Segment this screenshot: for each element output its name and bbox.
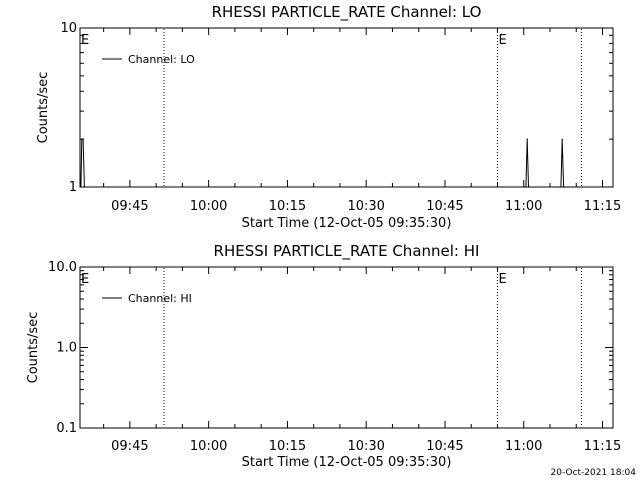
x-tick-label: 09:45 (111, 439, 148, 454)
event-marker-label: E (81, 272, 89, 287)
data-point (80, 186, 82, 188)
footer-timestamp: 20-Oct-2021 18:04 (551, 468, 637, 478)
event-marker-label: E (81, 33, 89, 48)
x-tick-label: 10:45 (426, 439, 463, 454)
x-tick-label: 11:15 (584, 439, 621, 454)
x-tick-label: 10:00 (190, 439, 227, 454)
data-point (81, 138, 83, 140)
x-tick-label: 11:00 (505, 199, 542, 214)
x-tick-label: 11:15 (584, 199, 621, 214)
x-tick-label: 10:30 (347, 439, 384, 454)
plot-frame (79, 27, 614, 188)
data-point (562, 186, 565, 188)
data-point (560, 186, 562, 188)
x-tick-label: 10:00 (190, 199, 227, 214)
data-point (564, 186, 566, 188)
x-tick-label: 11:00 (505, 439, 542, 454)
chart-panel-0: RHESSI PARTICLE_RATE Channel: LO Start Ti… (36, 3, 621, 231)
legend-label: Channel: HI (128, 292, 192, 305)
y-axis-label: Counts/sec (26, 312, 41, 384)
data-point (83, 186, 85, 188)
chart-title: RHESSI PARTICLE_RATE Channel: LO (212, 3, 482, 22)
y-tick-label: 1 (69, 180, 77, 195)
y-tick-label: 10.0 (48, 260, 77, 275)
x-tick-label: 09:45 (111, 199, 148, 214)
x-tick-label: 10:15 (269, 199, 306, 214)
data-point (561, 138, 563, 140)
x-axis-label: Start Time (12-Oct-05 09:35:30) (242, 216, 452, 231)
data-point (82, 138, 84, 140)
data-point (559, 186, 561, 188)
data-point (529, 186, 531, 188)
data-point (526, 138, 528, 140)
data-series-line (80, 138, 565, 188)
data-point (524, 186, 526, 188)
data-point (79, 186, 81, 188)
y-tick-label: 0.1 (56, 421, 77, 436)
y-tick-label: 10 (60, 21, 77, 36)
y-axis-label: Counts/sec (36, 72, 51, 144)
event-marker-label: E (498, 272, 506, 287)
x-tick-label: 10:15 (269, 439, 306, 454)
x-tick-label: 10:45 (426, 199, 463, 214)
y-tick-label: 1.0 (56, 341, 77, 356)
x-tick-label: 10:30 (347, 199, 384, 214)
chart-title: RHESSI PARTICLE_RATE Channel: HI (214, 242, 480, 261)
event-marker-label: E (498, 33, 506, 48)
x-axis-label: Start Time (12-Oct-05 09:35:30) (242, 455, 452, 470)
data-point (527, 186, 530, 188)
legend-label: Channel: LO (128, 53, 195, 66)
data-point (525, 186, 527, 188)
chart-panel-1: RHESSI PARTICLE_RATE Channel: HI Start Ti… (26, 242, 621, 470)
